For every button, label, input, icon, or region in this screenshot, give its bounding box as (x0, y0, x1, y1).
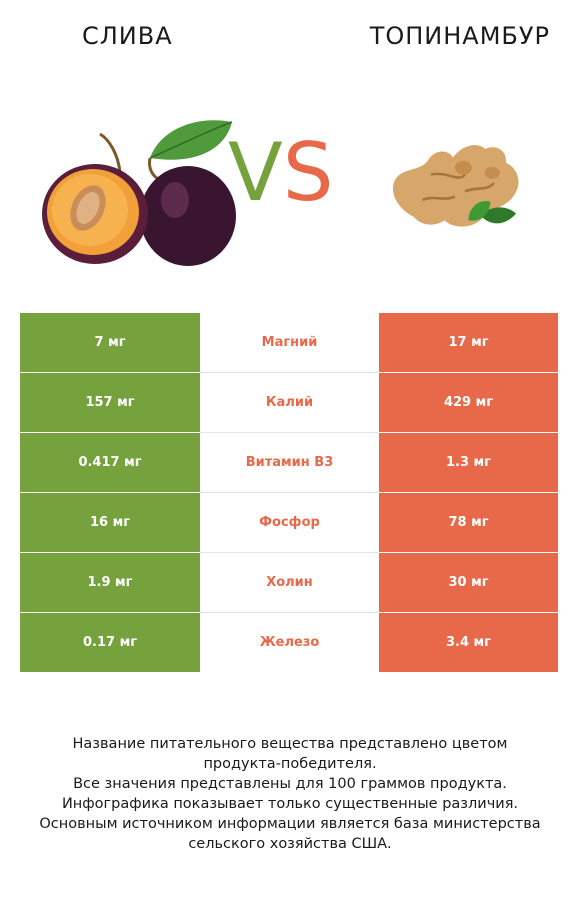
right-value: 1.3 мг (379, 432, 558, 493)
footnote-line: Название питательного вещества представл… (72, 736, 508, 752)
footnotes: Название питательного вещества представл… (20, 734, 560, 854)
left-value: 157 мг (20, 372, 200, 433)
vs-label: VS (228, 126, 334, 219)
right-value: 17 мг (379, 313, 558, 373)
left-value: 1.9 мг (20, 552, 200, 613)
nutrient-name: Витамин B3 (200, 432, 379, 493)
footnote-line: Все значения представлены для 100 граммо… (73, 776, 507, 792)
table-row: 7 мг Магний 17 мг (20, 313, 558, 373)
left-value: 0.417 мг (20, 432, 200, 493)
right-value: 78 мг (379, 492, 558, 553)
nutrient-name: Магний (200, 313, 379, 373)
footnote-line: продукта-победителя. (203, 756, 377, 772)
footnote-line: Инфографика показывает только существенн… (61, 796, 519, 812)
table-row: 16 мг Фосфор 78 мг (20, 492, 558, 553)
left-value: 16 мг (20, 492, 200, 553)
nutrient-name: Фосфор (200, 492, 379, 553)
right-product-title: ТОПИНАМБУР (369, 22, 550, 50)
left-value: 7 мг (20, 313, 200, 373)
table-row: 0.417 мг Витамин B3 1.3 мг (20, 432, 558, 493)
right-value: 3.4 мг (379, 612, 558, 672)
jerusalem-artichoke-image (392, 145, 519, 227)
left-product-title: СЛИВА (82, 22, 173, 50)
footnote-line: сельского хозяйства США. (188, 836, 392, 852)
table-row: 0.17 мг Железо 3.4 мг (20, 612, 558, 672)
right-value: 30 мг (379, 552, 558, 613)
comparison-table: 7 мг Магний 17 мг 157 мг Калий 429 мг 0.… (20, 313, 558, 672)
right-value: 429 мг (379, 372, 558, 433)
nutrient-name: Железо (200, 612, 379, 672)
footnote-line: Основным источником информации является … (39, 816, 541, 832)
table-row: 157 мг Калий 429 мг (20, 372, 558, 433)
table-row: 1.9 мг Холин 30 мг (20, 552, 558, 613)
nutrient-name: Холин (200, 552, 379, 613)
nutrient-name: Калий (200, 372, 379, 433)
left-value: 0.17 мг (20, 612, 200, 672)
plum-image (42, 120, 236, 266)
